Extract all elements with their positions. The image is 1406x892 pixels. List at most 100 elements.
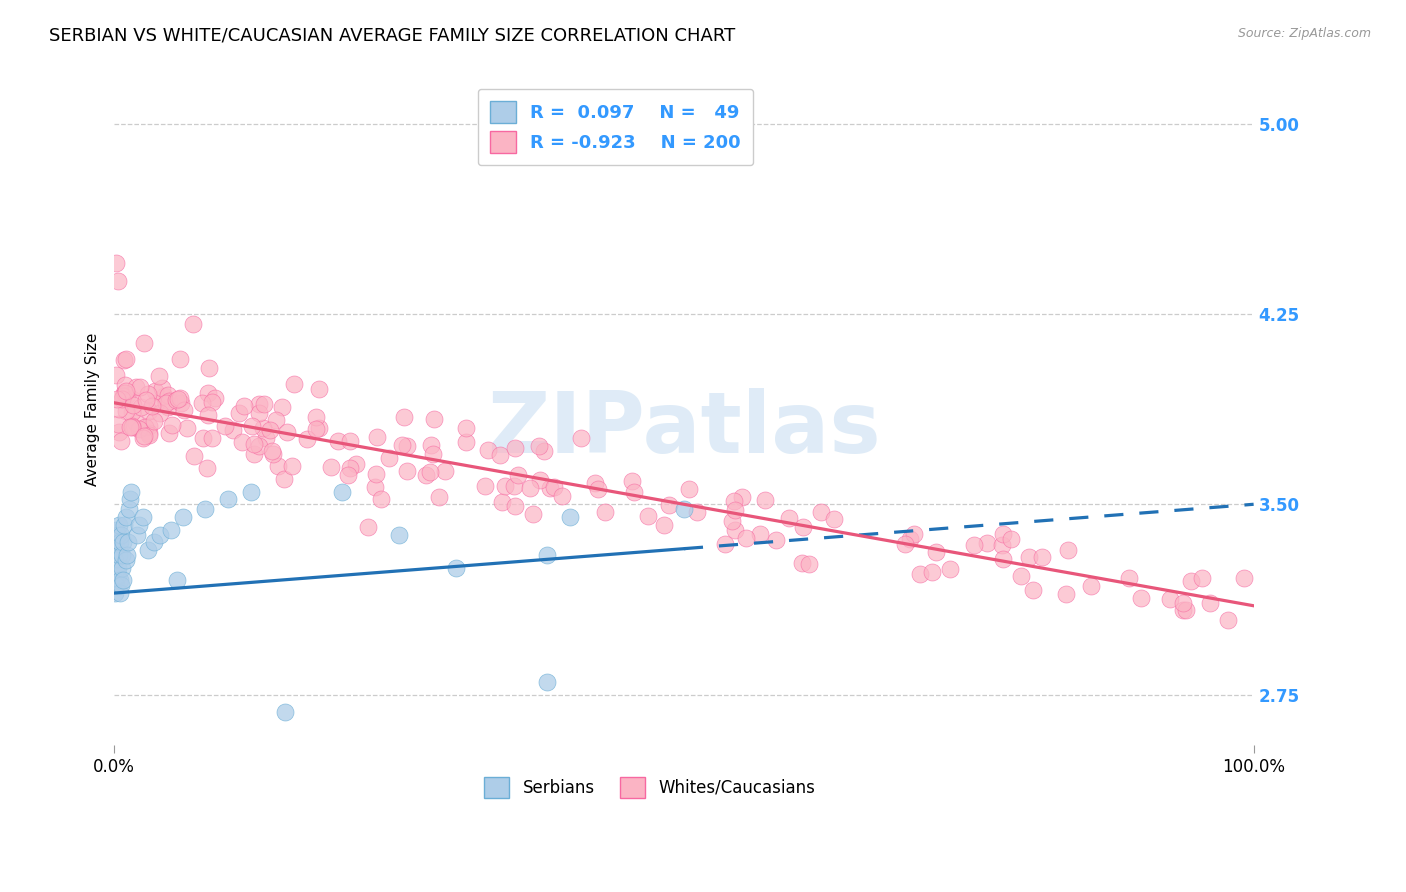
- Point: [419, 465, 441, 479]
- Point: [166, 574, 188, 588]
- Point: [735, 531, 758, 545]
- Point: [778, 511, 800, 525]
- Point: [392, 410, 415, 425]
- Point: [172, 510, 194, 524]
- Point: [107, 568, 129, 582]
- Point: [131, 510, 153, 524]
- Point: [908, 567, 931, 582]
- Point: [308, 382, 330, 396]
- Point: [110, 527, 132, 541]
- Point: [344, 457, 367, 471]
- Point: [105, 523, 128, 537]
- Point: [308, 421, 330, 435]
- Point: [108, 402, 131, 417]
- Point: [370, 491, 392, 506]
- Point: [1174, 603, 1197, 617]
- Point: [138, 425, 160, 440]
- Point: [201, 431, 224, 445]
- Point: [976, 535, 998, 549]
- Point: [160, 417, 183, 432]
- Point: [295, 433, 318, 447]
- Point: [121, 405, 143, 419]
- Point: [1173, 596, 1195, 610]
- Point: [474, 478, 496, 492]
- Point: [121, 398, 143, 412]
- Point: [264, 413, 287, 427]
- Point: [305, 410, 328, 425]
- Point: [112, 352, 135, 367]
- Point: [1173, 603, 1195, 617]
- Point: [228, 406, 250, 420]
- Point: [505, 499, 527, 513]
- Point: [330, 484, 353, 499]
- Point: [132, 431, 155, 445]
- Point: [686, 505, 709, 519]
- Point: [134, 419, 156, 434]
- Point: [925, 545, 948, 559]
- Point: [240, 419, 263, 434]
- Point: [104, 543, 127, 558]
- Point: [169, 351, 191, 366]
- Point: [183, 449, 205, 463]
- Text: Source: ZipAtlas.com: Source: ZipAtlas.com: [1237, 27, 1371, 40]
- Point: [141, 399, 163, 413]
- Point: [165, 393, 187, 408]
- Y-axis label: Average Family Size: Average Family Size: [86, 333, 100, 486]
- Point: [422, 447, 444, 461]
- Point: [503, 479, 526, 493]
- Point: [569, 431, 592, 445]
- Point: [128, 517, 150, 532]
- Point: [536, 674, 558, 689]
- Point: [176, 421, 198, 435]
- Point: [249, 397, 271, 411]
- Point: [724, 503, 747, 517]
- Point: [1000, 532, 1022, 546]
- Point: [197, 385, 219, 400]
- Point: [173, 403, 195, 417]
- Point: [160, 523, 183, 537]
- Point: [1056, 543, 1078, 558]
- Point: [678, 482, 700, 496]
- Point: [423, 411, 446, 425]
- Point: [107, 548, 129, 562]
- Point: [1031, 550, 1053, 565]
- Point: [305, 421, 328, 435]
- Point: [1191, 571, 1213, 585]
- Point: [723, 494, 745, 508]
- Point: [1118, 571, 1140, 585]
- Point: [110, 578, 132, 592]
- Point: [1018, 549, 1040, 564]
- Point: [749, 527, 772, 541]
- Point: [108, 586, 131, 600]
- Point: [823, 512, 845, 526]
- Point: [232, 399, 254, 413]
- Point: [138, 419, 160, 434]
- Point: [125, 416, 148, 430]
- Point: [395, 464, 418, 478]
- Point: [149, 406, 172, 420]
- Point: [395, 440, 418, 454]
- Point: [337, 468, 360, 483]
- Point: [247, 406, 270, 420]
- Point: [110, 434, 132, 448]
- Point: [239, 484, 262, 499]
- Point: [105, 578, 128, 592]
- Point: [253, 397, 276, 411]
- Point: [107, 560, 129, 574]
- Point: [170, 395, 193, 409]
- Point: [477, 443, 499, 458]
- Point: [731, 490, 754, 504]
- Point: [157, 400, 180, 414]
- Point: [623, 484, 645, 499]
- Point: [558, 510, 581, 524]
- Point: [262, 443, 284, 458]
- Point: [107, 425, 129, 440]
- Point: [283, 377, 305, 392]
- Point: [363, 480, 385, 494]
- Point: [790, 556, 813, 570]
- Point: [963, 538, 986, 552]
- Point: [222, 423, 245, 437]
- Point: [125, 380, 148, 394]
- Point: [1180, 574, 1202, 589]
- Point: [114, 352, 136, 367]
